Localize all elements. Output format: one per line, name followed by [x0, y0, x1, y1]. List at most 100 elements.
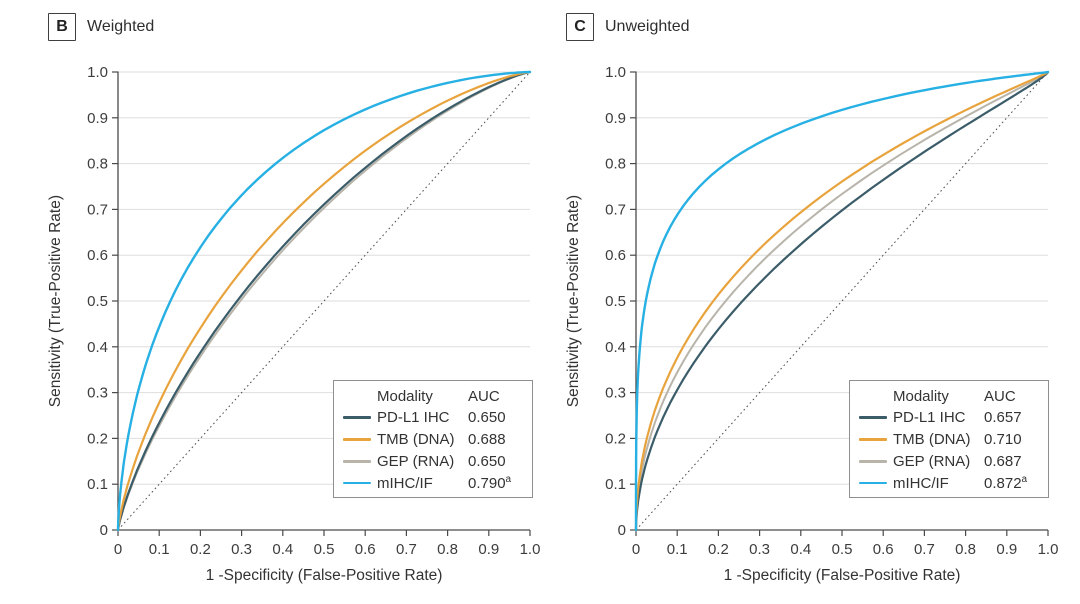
diagonal-reference-line: [117, 71, 531, 531]
y-tick-label: 0.4: [87, 339, 108, 356]
legend-modality-label: TMB (DNA): [377, 431, 455, 448]
y-tick-label: 0.5: [605, 293, 626, 310]
legend-header-row: Modality AUC: [859, 386, 1040, 406]
x-tick-label: 0.6: [355, 541, 376, 558]
x-tick-label: 0.4: [790, 541, 811, 558]
legend-row: GEP (RNA) 0.687: [859, 451, 1040, 471]
roc-curve-mihc-if: [116, 70, 532, 532]
roc-curve-mihc-if: [634, 70, 1050, 532]
y-tick-label: 0.1: [87, 476, 108, 493]
legend-auc-value: 0.687: [984, 452, 1022, 470]
legend-line-swatch: [859, 459, 887, 463]
legend-line-swatch: [859, 481, 887, 485]
legend-modality-label: PD-L1 IHC: [893, 409, 966, 427]
legend-modality-label: PD-L1 IHC: [377, 409, 450, 427]
panel-b-title: Weighted: [87, 18, 155, 35]
x-tick-label: 0.5: [314, 541, 335, 558]
footnote-marker: a: [1021, 473, 1028, 485]
y-tick-label: 1.0: [605, 64, 626, 81]
legend-auc-value: 0.657: [984, 409, 1022, 427]
y-tick-label: 0.9: [605, 110, 626, 127]
legend-unweighted: Modality AUC PD-L1 IHC 0.657 TMB (DNA) 0.710 G…: [849, 380, 1049, 498]
legend-row: mIHC/IF 0.872a: [859, 473, 1040, 493]
legend-header-row: Modality AUC: [343, 386, 524, 406]
legend-auc-header: AUC: [984, 387, 1016, 405]
legend-modality-label: GEP (RNA): [893, 452, 971, 470]
legend-modality-header: Modality: [893, 387, 949, 405]
legend-row: mIHC/IF 0.790a: [343, 473, 524, 493]
x-tick-label: 0.2: [190, 541, 211, 558]
legend-row: GEP (RNA) 0.650: [343, 451, 524, 471]
legend-line-swatch: [343, 459, 371, 463]
legend-row: PD-L1 IHC 0.657: [859, 408, 1040, 428]
legend-modality-header: Modality: [377, 387, 433, 405]
y-axis-title-unweighted: Sensitivity (True-Positive Rate): [565, 194, 582, 408]
roc-panel-C: 0 0.1 0.2 0.3 0.4 0.5 0.6 0.7 0.8 0.9 1.0 0 0.1 0.2 0.…: [605, 64, 1058, 558]
x-tick-label: 0.2: [708, 541, 729, 558]
x-tick-label: 0.8: [437, 541, 458, 558]
legend-line-swatch: [343, 481, 371, 485]
legend-line-swatch: [343, 416, 371, 420]
y-tick-label: 0.4: [605, 339, 626, 356]
x-tick-label: 1.0: [520, 541, 541, 558]
y-tick-label: 0: [618, 522, 626, 539]
legend-auc-value: 0.710: [984, 431, 1022, 448]
y-tick-label: 0.9: [87, 110, 108, 127]
x-tick-label: 0: [114, 541, 122, 558]
y-tick-label: 0.8: [605, 156, 626, 173]
legend-modality-label: TMB (DNA): [893, 431, 971, 448]
y-tick-label: 0.8: [87, 156, 108, 173]
legend-modality-label: mIHC/IF: [377, 474, 433, 492]
x-tick-label: 1.0: [1038, 541, 1059, 558]
y-tick-label: 0.2: [605, 430, 626, 447]
panel-c-title: Unweighted: [605, 18, 690, 35]
panel-b-letter: B: [48, 13, 76, 41]
y-tick-label: 0.7: [605, 201, 626, 218]
x-tick-label: 0.9: [996, 541, 1017, 558]
legend-auc-value: 0.650: [468, 409, 506, 427]
legend-line-swatch: [859, 438, 887, 441]
gridlines: [118, 71, 530, 485]
diagonal-reference-line: [635, 71, 1049, 531]
y-tick-label: 0.3: [605, 385, 626, 402]
axis-ticks: 0 0.1 0.2 0.3 0.4 0.5 0.6 0.7 0.8 0.9 1.0 0 0.1 0.2 0.…: [605, 64, 1058, 558]
y-tick-label: 0.5: [87, 293, 108, 310]
legend-auc-header: AUC: [468, 387, 500, 405]
legend-modality-label: GEP (RNA): [377, 452, 455, 470]
legend-auc-value: 0.688: [468, 431, 506, 448]
legend-row: TMB (DNA) 0.710: [859, 430, 1040, 450]
x-tick-label: 0.3: [749, 541, 770, 558]
footnote-marker: a: [505, 473, 512, 485]
legend-auc-value: 0.650: [468, 452, 506, 470]
y-axis-title-wrap-unweighted: Sensitivity (True-Positive Rate): [561, 72, 587, 530]
legend-row: PD-L1 IHC 0.650: [343, 408, 524, 428]
legend-auc-value: 0.872a: [984, 473, 1028, 492]
y-axis-title-wrap-weighted: Sensitivity (True-Positive Rate): [43, 72, 69, 530]
x-tick-label: 0.7: [914, 541, 935, 558]
x-tick-label: 0.1: [149, 541, 170, 558]
y-tick-label: 0.7: [87, 201, 108, 218]
legend-weighted: Modality AUC PD-L1 IHC 0.650 TMB (DNA) 0.688 G…: [333, 380, 533, 498]
legend-line-swatch: [859, 416, 887, 420]
panel-c-letter: C: [566, 13, 594, 41]
x-tick-label: 0.5: [832, 541, 853, 558]
x-tick-label: 0.3: [231, 541, 252, 558]
y-tick-label: 0.3: [87, 385, 108, 402]
legend-auc-value: 0.790a: [468, 473, 512, 492]
y-tick-label: 0.6: [87, 247, 108, 264]
x-tick-label: 0.4: [272, 541, 293, 558]
y-tick-label: 1.0: [87, 64, 108, 81]
x-tick-label: 0.1: [667, 541, 688, 558]
x-tick-label: 0.6: [873, 541, 894, 558]
roc-panel-B: 0 0.1 0.2 0.3 0.4 0.5 0.6 0.7 0.8 0.9 1.0 0 0.1 0.2 0.…: [87, 64, 540, 558]
y-axis-title-weighted: Sensitivity (True-Positive Rate): [47, 194, 64, 408]
x-axis-title-unweighted: 1 -Specificity (False-Positive Rate): [723, 567, 961, 584]
x-tick-label: 0.8: [955, 541, 976, 558]
y-tick-label: 0.2: [87, 430, 108, 447]
axis-ticks: 0 0.1 0.2 0.3 0.4 0.5 0.6 0.7 0.8 0.9 1.0 0 0.1 0.2 0.…: [87, 64, 540, 558]
legend-line-swatch: [343, 438, 371, 441]
legend-modality-label: mIHC/IF: [893, 474, 949, 492]
x-axis-title-weighted: 1 -Specificity (False-Positive Rate): [205, 567, 443, 584]
y-tick-label: 0.6: [605, 247, 626, 264]
